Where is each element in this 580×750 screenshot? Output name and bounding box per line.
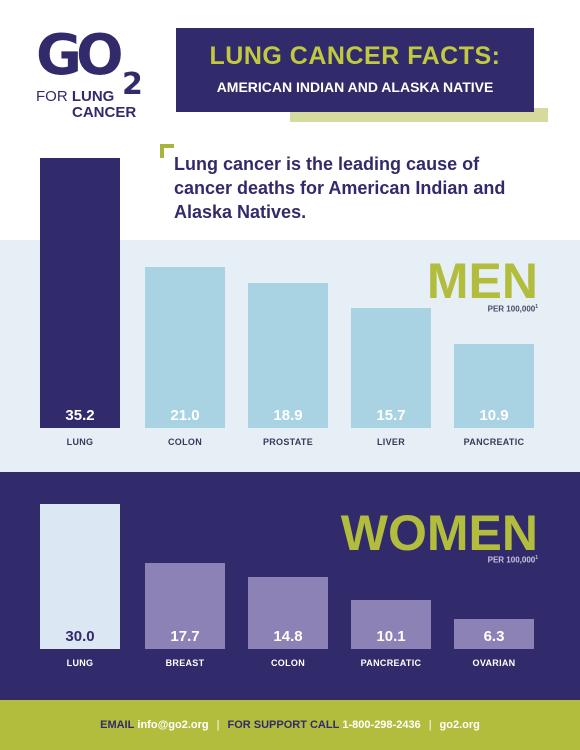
men-category-label: COLON xyxy=(168,437,202,447)
support-label: FOR SUPPORT CALL xyxy=(227,719,340,731)
logo-cancer-text: CANCER xyxy=(72,104,137,121)
email-link[interactable]: info@go2.org xyxy=(137,719,209,731)
footer-divider: | xyxy=(428,719,432,731)
men-category-label: LUNG xyxy=(66,437,94,447)
women-bar-lung: 30.0 xyxy=(40,504,120,649)
page-subtitle: AMERICAN INDIAN AND ALASKA NATIVE xyxy=(216,79,494,95)
women-bar-pancreatic: 10.1 xyxy=(351,600,431,649)
women-category-label: OVARIAN xyxy=(472,658,516,668)
men-per-100000: PER 100,0001 xyxy=(487,304,538,314)
men-bar-pancreatic: 10.9 xyxy=(454,344,534,428)
women-per-100000: PER 100,0001 xyxy=(487,555,538,565)
website-link[interactable]: go2.org xyxy=(439,719,480,731)
women-category-label: COLON xyxy=(271,658,305,668)
women-bar-ovarian: 6.3 xyxy=(454,618,534,649)
women-category-label: BREAST xyxy=(165,658,205,668)
logo-for-text: FOR LUNG xyxy=(36,88,115,105)
men-bar-colon: 21.0 xyxy=(145,266,225,428)
quote-bracket-icon xyxy=(160,144,174,158)
phone-link[interactable]: 1-800-298-2436 xyxy=(342,719,421,731)
women-bar-value-label: 17.7 xyxy=(170,627,200,645)
footer: EMAIL info@go2.org | FOR SUPPORT CALL 1-… xyxy=(0,700,580,750)
women-bar-value-label: 14.8 xyxy=(273,627,303,645)
women-heading: WOMEN xyxy=(340,505,538,561)
men-category-label: PANCREATIC xyxy=(463,437,525,447)
page-title: LUNG CANCER FACTS: xyxy=(209,42,501,70)
men-bar-value-label: 10.9 xyxy=(479,406,509,424)
men-bar-value-label: 18.9 xyxy=(273,406,303,424)
men-bar-liver: 15.7 xyxy=(351,307,431,428)
men-category-label: PROSTATE xyxy=(262,437,314,447)
men-heading: MEN xyxy=(426,253,538,309)
women-bar-colon: 14.8 xyxy=(248,577,328,649)
go2-logo: GO 2 FOR LUNG CANCER xyxy=(34,23,154,122)
women-bar-breast: 17.7 xyxy=(145,563,225,649)
logo-two-text: 2 xyxy=(122,67,143,102)
women-bar-value-label: 6.3 xyxy=(483,627,505,645)
email-label: EMAIL xyxy=(100,719,135,731)
title-box: LUNG CANCER FACTS: AMERICAN INDIAN AND A… xyxy=(176,28,534,112)
men-bar-value-label: 21.0 xyxy=(170,406,200,424)
logo-go-text: GO xyxy=(36,23,124,88)
men-bar-value-label: 15.7 xyxy=(376,406,406,424)
men-category-label: LIVER xyxy=(376,437,405,447)
women-category-label: LUNG xyxy=(66,658,94,668)
headline-quote: Lung cancer is the leading cause of canc… xyxy=(174,154,506,222)
men-bar-prostate: 18.9 xyxy=(248,283,328,428)
men-bar-value-label: 35.2 xyxy=(65,407,95,424)
men-bar-lung: 35.2 xyxy=(40,158,120,428)
women-category-label: PANCREATIC xyxy=(360,658,422,668)
footer-divider: | xyxy=(216,719,220,731)
women-bar-value-label: 30.0 xyxy=(65,628,95,645)
women-bar-value-label: 10.1 xyxy=(376,627,406,645)
